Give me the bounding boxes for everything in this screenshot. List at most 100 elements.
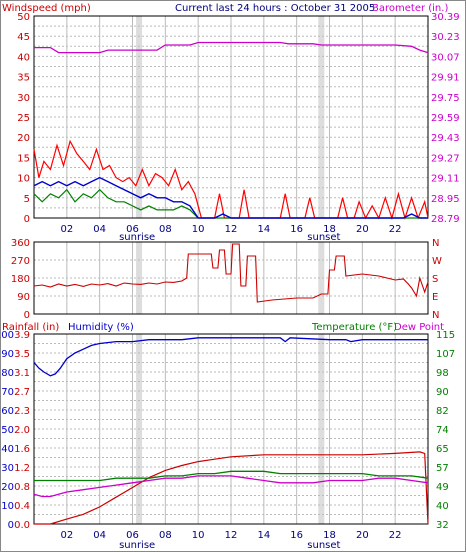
temperature-axis-title: Temperature (°F) (311, 322, 397, 333)
temperature-tick-label: 40 (436, 501, 449, 512)
humidity-tick-label: 100 (0, 330, 14, 341)
temperature-tick-label: 65 (436, 444, 449, 455)
temperature-tick-label: 90 (436, 387, 449, 398)
windspeed-tick-label: 5 (24, 194, 30, 205)
wind-low-line (33, 188, 428, 219)
humidity-tick-label: 40 (1, 444, 14, 455)
temperature-tick-label: 115 (436, 330, 455, 341)
windspeed-tick-label: 0 (24, 214, 30, 225)
panel1-grid (34, 16, 428, 218)
sunset-label: sunset (307, 232, 340, 243)
x-tick-label: 12 (225, 530, 238, 541)
panel3-rain-ticks: 0.0 0.4 0.8 1.2 1.6 2.0 2.3 2.7 3.1 3.5 3.9 (14, 330, 30, 531)
panel2-grid (34, 242, 428, 314)
rainfall-tick-label: 3.9 (14, 330, 30, 341)
x-tick-label: 10 (192, 530, 205, 541)
humidity-tick-label: 30 (1, 463, 14, 474)
rainfall-tick-label: 0.0 (14, 520, 30, 531)
humidity-tick-label: 10 (1, 501, 14, 512)
windspeed-tick-label: 10 (17, 174, 30, 185)
panel3-humidity-ticks: 0 10 20 30 40 50 60 70 80 90 100 (0, 330, 14, 531)
windspeed-tick-label: 40 (17, 52, 30, 63)
direction-degree-tick: 360 (11, 238, 30, 249)
x-tick-label: 10 (192, 224, 205, 235)
humidity-axis-title: Humidity (%) (68, 322, 134, 333)
windspeed-tick-label: 45 (17, 32, 30, 43)
barometer-axis-title: Barometer (in.) (372, 3, 448, 14)
windspeed-tick-label: 30 (17, 93, 30, 104)
direction-degree-tick: 270 (11, 256, 30, 267)
temperature-tick-label: 57 (436, 463, 449, 474)
barometer-tick-label: 29.27 (431, 153, 460, 164)
temperature-line (34, 470, 429, 482)
rainfall-tick-label: 2.7 (14, 387, 30, 398)
sunset-band (318, 242, 325, 314)
chart-title: Current last 24 hours : October 31 2005 (175, 3, 375, 14)
direction-degree-tick: 90 (17, 292, 30, 303)
x-tick-label: 02 (60, 224, 73, 235)
barometer-tick-label: 29.75 (431, 93, 460, 104)
panel1-right-ticks: 28.79 28.95 29.11 29.27 29.43 29.59 29.75 29.91… (431, 12, 460, 225)
panel3-grid (34, 334, 428, 524)
x-tick-label: 02 (60, 530, 73, 541)
temperature-tick-label: 49 (436, 482, 449, 493)
x-tick-label: 14 (257, 530, 270, 541)
barometer-tick-label: 30.39 (431, 12, 460, 23)
barometer-line (34, 41, 429, 54)
panel2-left-ticks: 0 90 180 270 360 (11, 238, 30, 321)
temperature-tick-label: 107 (436, 349, 455, 360)
wind-average-line (33, 176, 428, 219)
windspeed-axis-title: Windspeed (mph) (2, 3, 91, 14)
sunrise-label-bottom: sunrise (119, 540, 155, 551)
panel3-frame (33, 333, 429, 525)
direction-compass-tick: N (432, 238, 439, 249)
windspeed-tick-label: 50 (17, 12, 30, 23)
panel2-series (33, 243, 429, 303)
sunset-band (318, 334, 325, 524)
dewpoint-axis-title: Dew Point (394, 322, 444, 333)
x-tick-label: 04 (93, 530, 106, 541)
x-tick-label: 06 (126, 530, 139, 541)
humidity-tick-label: 90 (1, 349, 14, 360)
sunrise-label: sunrise (119, 232, 155, 243)
x-tick-label: 08 (159, 224, 172, 235)
direction-compass-tick: S (432, 274, 438, 285)
rainfall-tick-label: 1.2 (14, 463, 30, 474)
direction-compass-tick: W (432, 256, 442, 267)
dewpoint-line (33, 475, 429, 498)
x-tick-label: 16 (290, 530, 303, 541)
rainfall-line (34, 451, 429, 525)
panel3-x-ticks: 02 04 06 08 10 12 14 16 18 20 22 (60, 530, 401, 541)
direction-degree-tick: 0 (24, 310, 30, 321)
x-tick-label: 06 (126, 224, 139, 235)
rainfall-tick-label: 0.4 (14, 501, 30, 512)
x-tick-label: 20 (356, 530, 369, 541)
panel1-series (33, 41, 429, 221)
rainfall-tick-label: 2.0 (14, 425, 30, 436)
windspeed-tick-label: 15 (17, 153, 30, 164)
x-tick-label: 14 (257, 224, 270, 235)
sunset-label-bottom: sunset (307, 540, 340, 551)
x-tick-label: 20 (356, 224, 369, 235)
temperature-tick-label: 32 (436, 520, 449, 531)
barometer-tick-label: 28.95 (431, 194, 460, 205)
windspeed-tick-label: 25 (17, 113, 30, 124)
humidity-tick-label: 0 (8, 520, 14, 531)
rainfall-tick-label: 0.8 (14, 482, 30, 493)
barometer-tick-label: 29.91 (431, 73, 460, 84)
humidity-tick-label: 80 (1, 368, 14, 379)
x-tick-label: 22 (389, 530, 402, 541)
barometer-tick-label: 30.07 (431, 52, 460, 63)
x-tick-label: 08 (159, 530, 172, 541)
x-tick-label: 16 (290, 224, 303, 235)
panel2-frame (33, 241, 429, 315)
direction-compass-tick: E (432, 292, 438, 303)
sunset-band (318, 16, 325, 218)
x-tick-label: 22 (389, 224, 402, 235)
x-tick-label: 04 (93, 224, 106, 235)
rainfall-tick-label: 2.3 (14, 406, 30, 417)
rainfall-tick-label: 1.6 (14, 444, 30, 455)
